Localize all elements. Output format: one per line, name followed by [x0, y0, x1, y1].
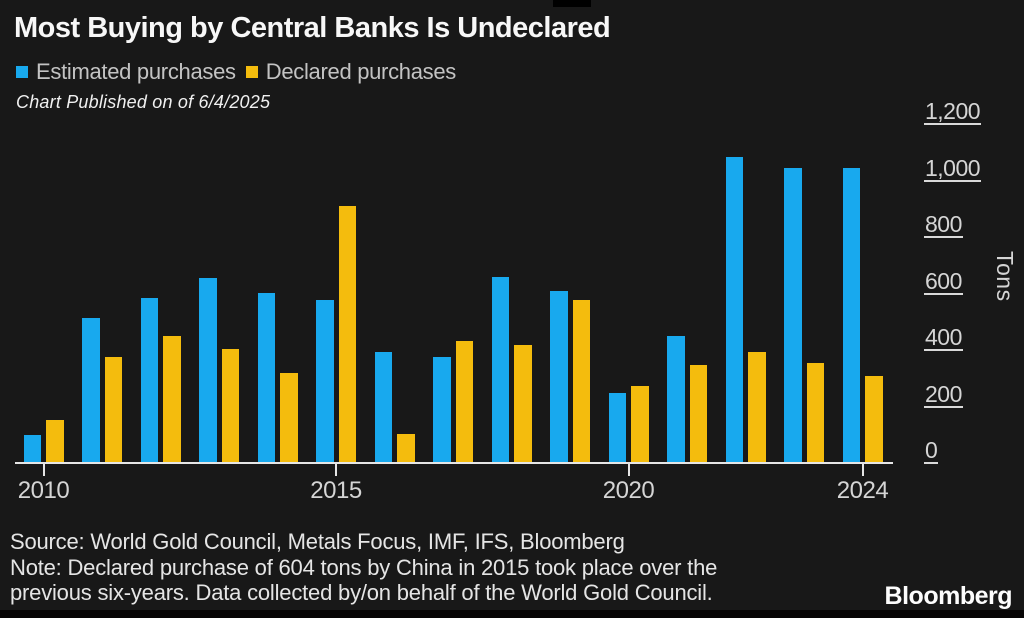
source-line: Source: World Gold Council, Metals Focus…	[10, 529, 625, 554]
legend-label-declared: Declared purchases	[265, 59, 457, 84]
legend-label-estimated: Estimated purchases	[36, 59, 236, 84]
bar-declared-2014	[280, 373, 298, 462]
bar-estimated-2020	[608, 393, 626, 462]
bar-estimated-2012	[140, 298, 158, 462]
bar-declared-2017	[455, 341, 473, 462]
bar-declared-2024	[865, 376, 883, 462]
chart-title: Most Buying by Central Banks Is Undeclar…	[14, 12, 611, 44]
bar-declared-2016	[397, 434, 415, 462]
x-tick-2015	[335, 463, 337, 476]
x-tick-2010	[42, 463, 45, 476]
y-tick-label-1000: 1,000	[924, 154, 982, 182]
y-tick-label-1200: 1,200	[924, 98, 982, 125]
bar-estimated-2024	[842, 168, 860, 462]
bar-declared-2021	[689, 365, 707, 462]
bar-estimated-2015	[316, 300, 334, 462]
top-black-strip	[553, 0, 591, 7]
bar-declared-2012	[163, 336, 181, 462]
bloomberg-logo: Bloomberg	[884, 582, 1013, 610]
x-axis-line	[15, 462, 893, 464]
bar-estimated-2014	[257, 293, 275, 462]
y-tick-label-400: 400	[924, 324, 963, 351]
y-tick-label-200: 200	[924, 380, 963, 408]
bar-declared-2019	[572, 300, 590, 462]
bar-estimated-2016	[374, 352, 392, 462]
x-tick-2020	[627, 463, 630, 476]
bottom-black-strip	[0, 610, 1024, 618]
chart-legend: Estimated purchases Declared purchases	[16, 59, 466, 85]
bar-estimated-2013	[199, 278, 217, 462]
x-tick-label-2010: 2010	[17, 477, 70, 504]
legend-swatch-declared-icon	[245, 66, 258, 78]
y-tick-label-600: 600	[924, 267, 963, 295]
bar-declared-2022	[748, 352, 766, 462]
bar-declared-2020	[631, 386, 649, 462]
bar-estimated-2018	[491, 277, 509, 462]
published-date-note: Chart Published on of 6/4/2025	[16, 92, 271, 112]
bar-estimated-2017	[433, 357, 451, 462]
x-tick-2024	[861, 463, 864, 476]
bar-declared-2013	[221, 349, 239, 462]
y-tick-label-0: 0	[924, 437, 939, 464]
bar-declared-2010	[46, 420, 64, 462]
x-tick-label-2015: 2015	[310, 477, 362, 504]
bar-estimated-2023	[784, 168, 802, 462]
y-axis-title: Tons	[992, 251, 1018, 302]
legend-swatch-estimated-icon	[16, 66, 28, 78]
note-line-2: previous six-years. Data collected by/on…	[10, 580, 713, 605]
bar-estimated-2010	[23, 435, 41, 462]
note-line-1: Note: Declared purchase of 604 tons by C…	[10, 554, 718, 580]
x-tick-label-2020: 2020	[602, 477, 655, 504]
bar-estimated-2019	[550, 291, 568, 462]
bar-declared-2015	[338, 206, 356, 462]
bar-estimated-2022	[725, 157, 743, 462]
bar-declared-2011	[104, 357, 122, 462]
bar-declared-2018	[514, 345, 532, 462]
bar-estimated-2021	[667, 336, 685, 462]
x-tick-label-2024: 2024	[836, 477, 889, 504]
bar-declared-2023	[806, 363, 824, 462]
y-tick-label-800: 800	[924, 211, 963, 238]
bar-estimated-2011	[82, 318, 100, 462]
footer-text: Source: World Gold Council, Metals Focus…	[10, 529, 717, 606]
